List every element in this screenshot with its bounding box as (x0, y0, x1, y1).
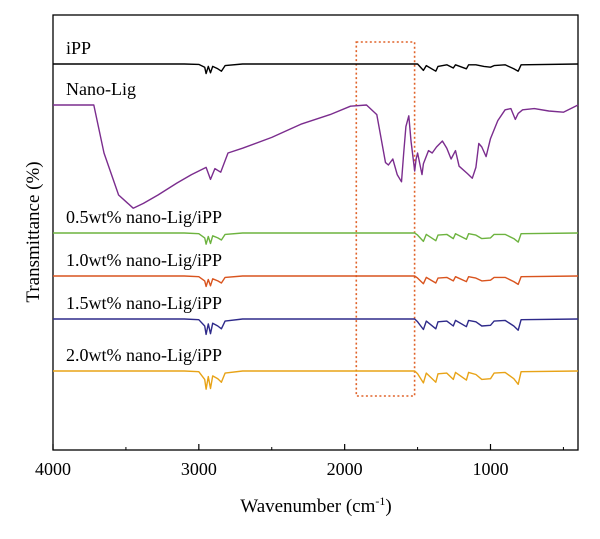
series-label-4: 1.5wt% nano-Lig/iPP (66, 293, 222, 313)
series-label-3: 1.0wt% nano-Lig/iPP (66, 250, 222, 270)
series-line-3 (53, 275, 579, 288)
series-label-1: Nano-Lig (66, 79, 136, 99)
series-line-0 (53, 63, 579, 75)
series-line-1 (53, 104, 579, 209)
series-label-layer: iPP Nano-Lig 0.5wt% nano-Lig/iPP 1.0wt% nan… (66, 38, 222, 365)
x-axis-ticks: 4000 3000 2000 1000 (35, 444, 564, 479)
series-label-5: 2.0wt% nano-Lig/iPP (66, 345, 222, 365)
x-tick-label-3000: 3000 (181, 459, 217, 479)
x-axis-title: Wavenumber (cm-1) (240, 494, 391, 517)
series-line-4 (53, 318, 579, 336)
series-layer (53, 63, 579, 390)
series-label-2: 0.5wt% nano-Lig/iPP (66, 207, 222, 227)
x-tick-label-2000: 2000 (327, 459, 363, 479)
series-line-5 (53, 370, 579, 390)
series-line-2 (53, 232, 579, 245)
x-tick-label-1000: 1000 (473, 459, 509, 479)
y-axis-title: Transmittance (%) (23, 161, 44, 302)
x-tick-label-4000: 4000 (35, 459, 71, 479)
series-label-0: iPP (66, 38, 91, 58)
highlight-box (355, 41, 416, 397)
